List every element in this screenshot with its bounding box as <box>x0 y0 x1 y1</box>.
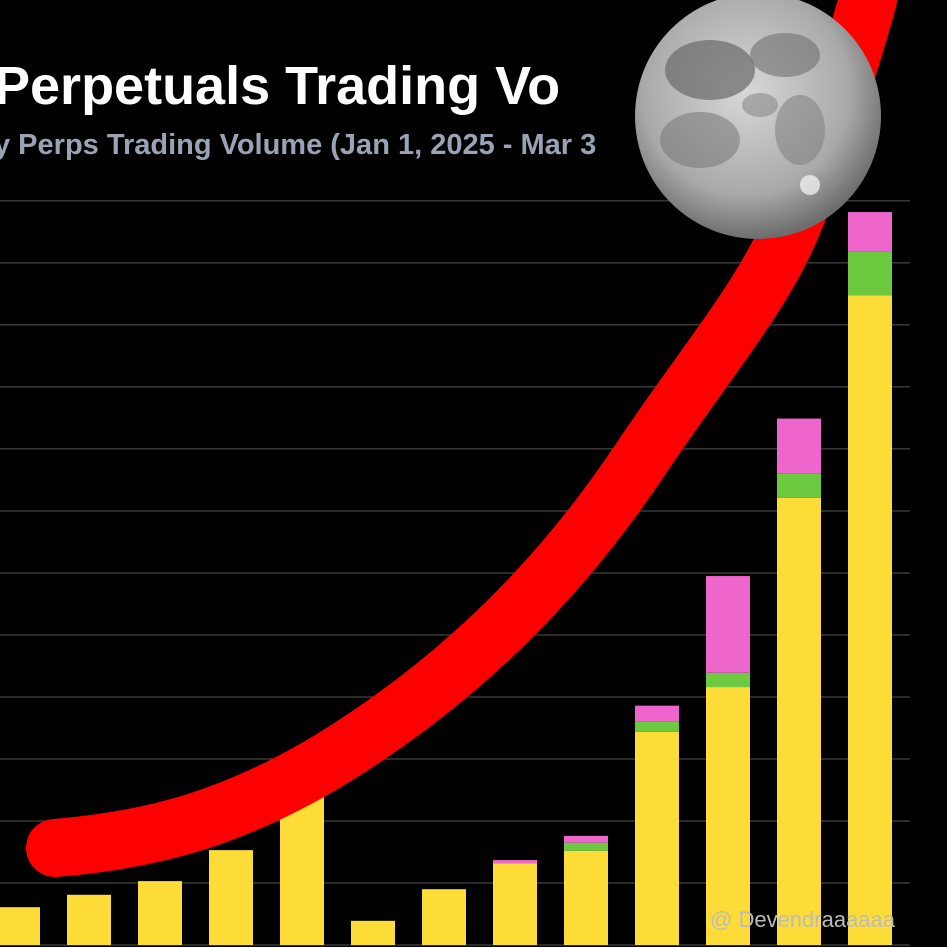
bar-segment <box>635 731 679 945</box>
bar-segment <box>564 835 608 843</box>
bar-segment <box>67 894 111 945</box>
bar-segment <box>777 497 821 945</box>
chart-title: Perpetuals Trading Vo <box>0 56 560 116</box>
bar-segment <box>635 705 679 722</box>
bar-segment <box>564 850 608 945</box>
bar-segment <box>635 721 679 732</box>
bar-segment <box>777 418 821 474</box>
bar-segment <box>493 863 537 945</box>
watermark: @ Devendraaaaaa <box>710 907 896 932</box>
bar-segment <box>351 920 395 945</box>
bar-segment <box>706 687 750 945</box>
bar-segment <box>0 907 40 945</box>
bar-segment <box>564 842 608 851</box>
bar-segment <box>209 850 253 945</box>
bar-segment <box>493 860 537 864</box>
bar-segment <box>706 576 750 673</box>
bars <box>0 212 892 945</box>
bar-segment <box>848 295 892 945</box>
bar-segment <box>138 881 182 945</box>
bar-segment <box>706 672 750 688</box>
moon <box>635 0 881 239</box>
bar-segment <box>422 889 466 945</box>
bar-segment <box>848 251 892 296</box>
bar-segment <box>777 473 821 498</box>
chart-subtitle: y Perps Trading Volume (Jan 1, 2025 - Ma… <box>0 129 596 161</box>
bar-segment <box>848 212 892 252</box>
